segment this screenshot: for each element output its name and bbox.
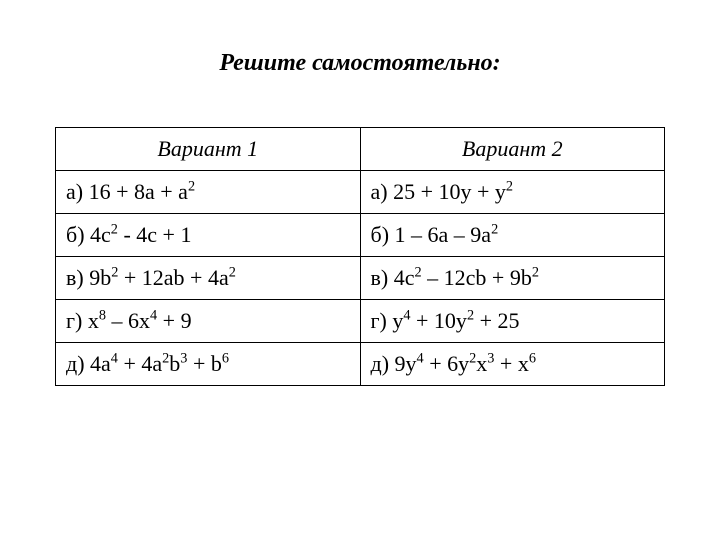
cell-1v: в) 9b2 + 12ab + 4a2 (56, 257, 361, 300)
table-row: д) 4a4 + 4a2b3 + b6 д) 9y4 + 6y2x3 + x6 (56, 343, 665, 386)
cell-2d: д) 9y4 + 6y2x3 + x6 (360, 343, 665, 386)
table-container: Вариант 1 Вариант 2 а) 16 + 8a + a2 а) 2… (0, 127, 720, 386)
cell-2g: г) y4 + 10y2 + 25 (360, 300, 665, 343)
exercise-table: Вариант 1 Вариант 2 а) 16 + 8a + a2 а) 2… (55, 127, 665, 386)
table-row: а) 16 + 8a + a2 а) 25 + 10y + y2 (56, 171, 665, 214)
table-row: б) 4c2 - 4c + 1 б) 1 – 6a – 9a2 (56, 214, 665, 257)
table-row: г) x8 – 6x4 + 9 г) y4 + 10y2 + 25 (56, 300, 665, 343)
cell-2b: б) 1 – 6a – 9a2 (360, 214, 665, 257)
header-variant-2: Вариант 2 (360, 128, 665, 171)
table-header-row: Вариант 1 Вариант 2 (56, 128, 665, 171)
cell-2v: в) 4c2 – 12cb + 9b2 (360, 257, 665, 300)
page-title: Решите самостоятельно: (0, 0, 720, 127)
cell-1d: д) 4a4 + 4a2b3 + b6 (56, 343, 361, 386)
table-row: в) 9b2 + 12ab + 4a2 в) 4c2 – 12cb + 9b2 (56, 257, 665, 300)
cell-2a: а) 25 + 10y + y2 (360, 171, 665, 214)
cell-1g: г) x8 – 6x4 + 9 (56, 300, 361, 343)
header-variant-1: Вариант 1 (56, 128, 361, 171)
cell-1b: б) 4c2 - 4c + 1 (56, 214, 361, 257)
cell-1a: а) 16 + 8a + a2 (56, 171, 361, 214)
